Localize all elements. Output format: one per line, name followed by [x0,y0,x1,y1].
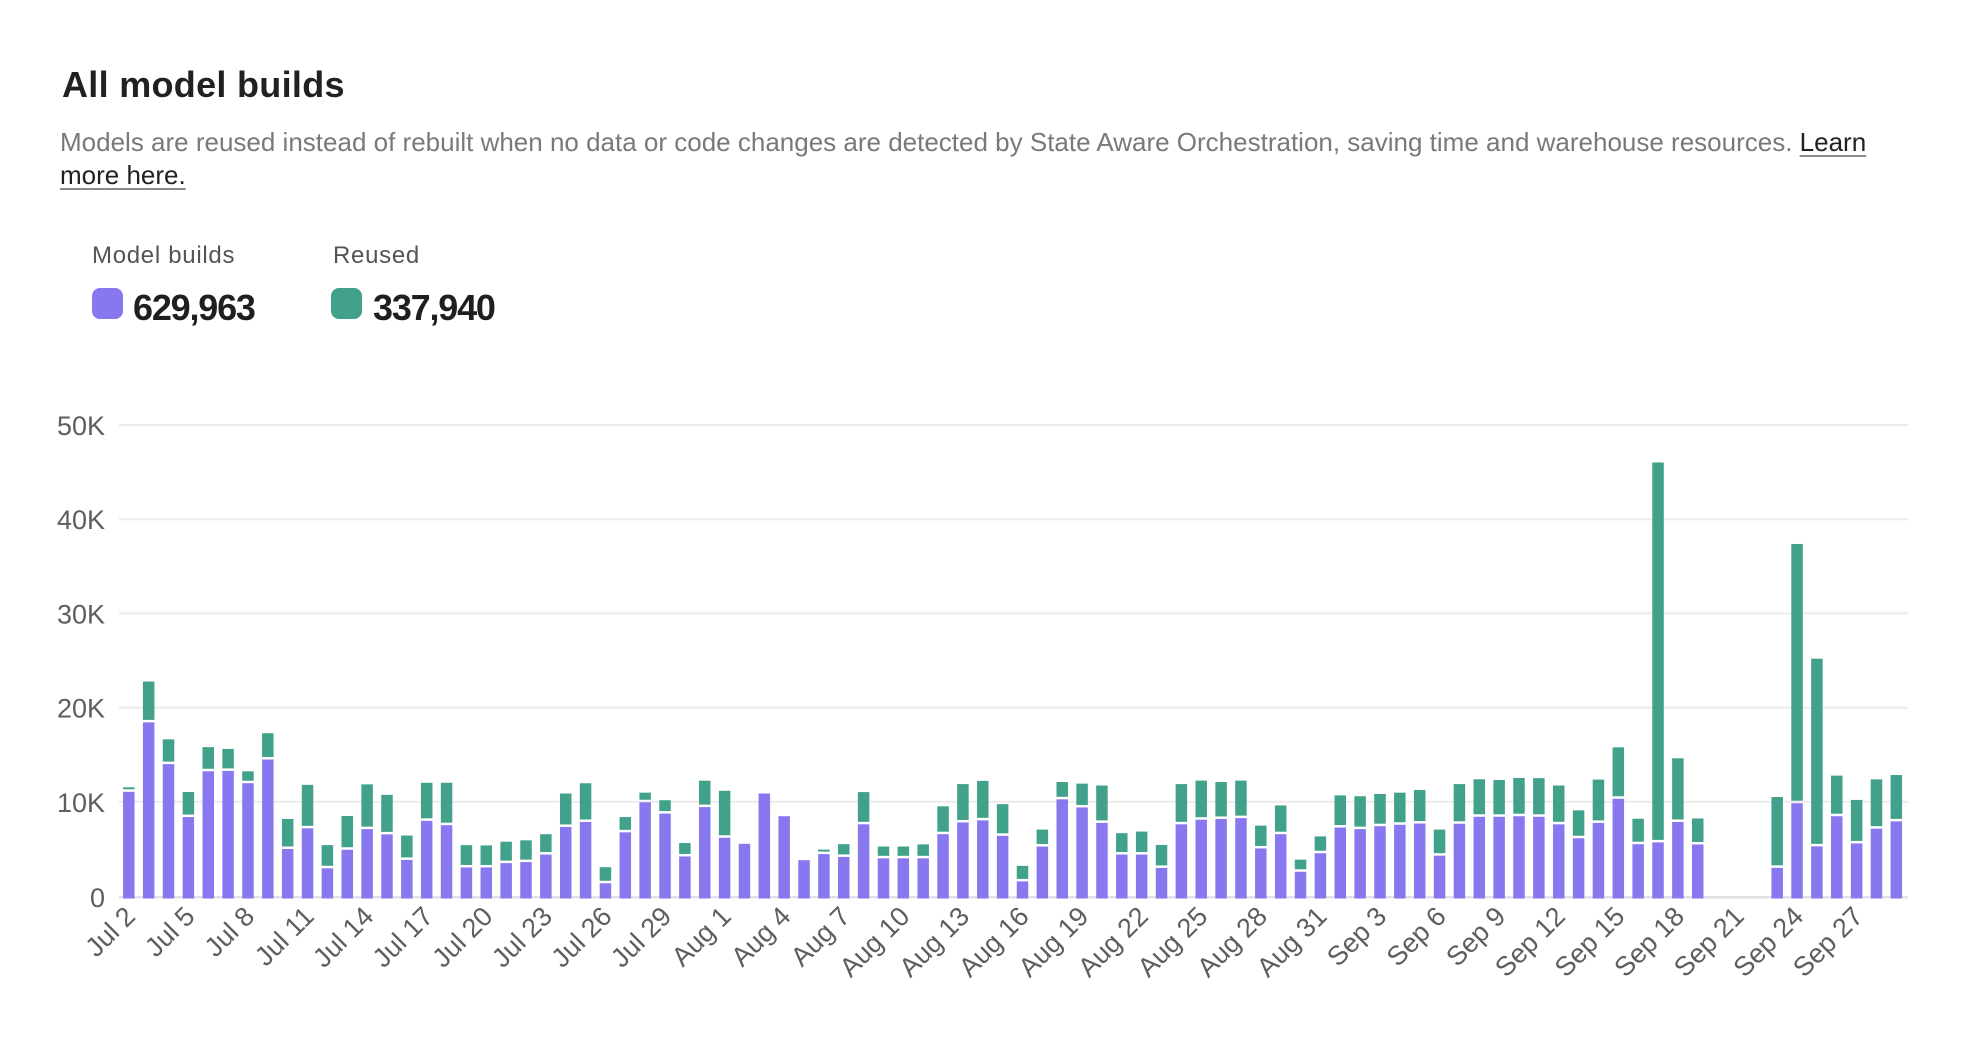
svg-text:Aug 4: Aug 4 [725,901,796,972]
svg-text:Jul 14: Jul 14 [307,901,379,973]
svg-text:10K: 10K [57,788,105,818]
svg-text:40K: 40K [57,505,105,535]
svg-text:Sep 3: Sep 3 [1321,901,1392,972]
svg-text:Jul 2: Jul 2 [79,901,141,963]
svg-text:Aug 1: Aug 1 [666,901,737,972]
svg-text:20K: 20K [57,694,105,724]
svg-text:Jul 11: Jul 11 [249,901,320,972]
svg-text:Jul 20: Jul 20 [426,901,498,973]
svg-text:Jul 26: Jul 26 [545,901,617,973]
svg-text:Sep 6: Sep 6 [1381,901,1452,972]
svg-text:Jul 5: Jul 5 [139,901,201,963]
svg-text:30K: 30K [57,599,105,629]
svg-text:50K: 50K [57,411,105,441]
svg-text:Jul 17: Jul 17 [367,901,439,973]
svg-text:Jul 29: Jul 29 [605,901,677,973]
svg-text:0: 0 [90,883,105,913]
svg-text:Jul 23: Jul 23 [486,901,558,973]
